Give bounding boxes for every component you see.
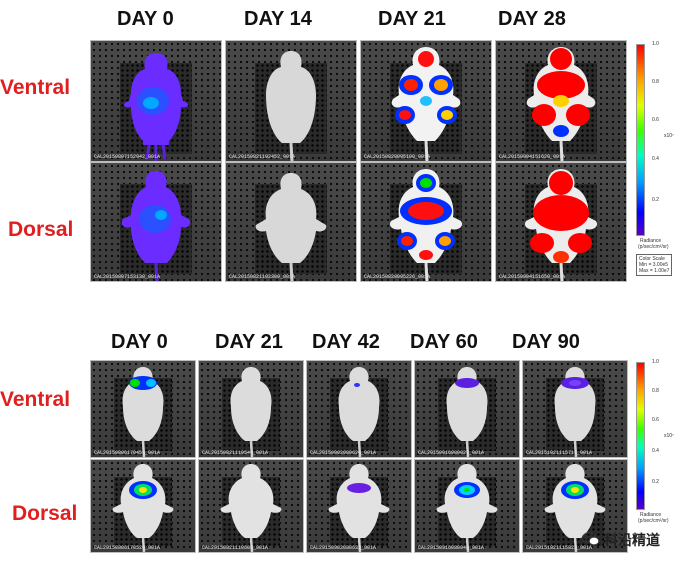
bottom-colorbar-tick-1: 0.8 <box>652 388 659 394</box>
bottom-colorbar-tick-3: 0.4 <box>652 448 659 454</box>
bottom-ventral-panel-day42: CAL20150902080624_001A <box>306 360 412 458</box>
top-dorsal-caption-0: CAL20150807153138_001A <box>94 274 161 280</box>
top-dorsal-caption-1: CAL20150821102309_001A <box>229 274 296 280</box>
top-ventral-caption-0: CAL20150807152942_001A <box>94 154 161 160</box>
top-day-label-1: DAY 14 <box>244 8 312 30</box>
bottom-colorbar-exp: x10⁷ <box>664 433 674 439</box>
bottom-colorbar <box>636 362 645 510</box>
bottom-dorsal-panel-day90: CAL20151021115822_001A <box>522 459 628 553</box>
top-color-scale-title: Color Scale <box>639 256 665 262</box>
bottom-ventral-panel-day21: CAL20150821110549_001A <box>198 360 304 458</box>
bottom-ventral-caption-2: CAL20150902080624_001A <box>310 450 377 456</box>
top-color-scale-max: Max = 1.00e7 <box>639 268 670 274</box>
top-ventral-caption-2: CAL20150828095108_001A <box>364 154 431 160</box>
watermark-text: 科沿精道 <box>604 532 660 548</box>
bottom-day-label-4: DAY 90 <box>512 331 580 353</box>
bottom-day-label-1: DAY 21 <box>215 331 283 353</box>
bottom-day-label-3: DAY 60 <box>410 331 478 353</box>
bottom-colorbar-unit: (p/sec/cm²/sr) <box>638 518 669 524</box>
top-colorbar-exp: x10⁷ <box>664 133 674 139</box>
bottom-ventral-caption-3: CAL20150916080027_001A <box>418 450 485 456</box>
top-row-label-ventral: Ventral <box>0 76 71 99</box>
top-ventral-panel-day14: CAL20150821102452_001A <box>225 40 357 162</box>
bottom-dorsal-panel-day21: CAL20150821110600_001A <box>198 459 304 553</box>
bottom-dorsal-caption-1: CAL20150821110600_001A <box>202 545 269 551</box>
top-colorbar-tick-3: 0.4 <box>652 156 659 162</box>
top-dorsal-panel-day28: CAL20150904151650_001A <box>495 162 627 282</box>
top-ventral-caption-3: CAL20150904151628_001A <box>499 154 566 160</box>
top-colorbar-tick-0: 1.0 <box>652 41 659 47</box>
bottom-day-label-2: DAY 42 <box>312 331 380 353</box>
top-day-label-0: DAY 0 <box>117 8 174 30</box>
top-colorbar <box>636 44 645 236</box>
bottom-dorsal-panel-day60: CAL20150916080040_001A <box>414 459 520 553</box>
top-colorbar-tick-1: 0.8 <box>652 79 659 85</box>
bottom-row-label-dorsal: Dorsal <box>12 502 78 525</box>
top-colorbar-tick-2: 0.6 <box>652 117 659 123</box>
top-color-scale-box: Color Scale Min = 3.00e5 Max = 1.00e7 <box>636 254 673 276</box>
bottom-colorbar-tick-0: 1.0 <box>652 359 659 365</box>
bottom-ventral-panel-day60: CAL20150916080027_001A <box>414 360 520 458</box>
wechat-icon <box>582 532 600 546</box>
bottom-colorbar-unit-title: Radiance <box>640 512 662 518</box>
top-color-scale-min: Min = 3.00e5 <box>639 262 669 268</box>
bottom-ventral-caption-1: CAL20150821110549_001A <box>202 450 269 456</box>
bottom-dorsal-caption-3: CAL20150916080040_001A <box>418 545 485 551</box>
top-ventral-panel-day21: CAL20150828095108_001A <box>360 40 492 162</box>
bottom-dorsal-panel-day0: CAL20150806170520_001A <box>90 459 196 553</box>
top-colorbar-unit: (p/sec/cm²/sr) <box>638 244 669 250</box>
bottom-row-label-ventral: Ventral <box>0 388 71 411</box>
bottom-dorsal-caption-0: CAL20150806170520_001A <box>94 545 161 551</box>
top-dorsal-caption-3: CAL20150904151650_001A <box>499 274 566 280</box>
top-dorsal-panel-day14: CAL20150821102309_001A <box>225 162 357 282</box>
bottom-ventral-caption-4: CAL20151021115717_001A <box>526 450 593 456</box>
bottom-ventral-panel-day0: CAL20150806170453_001A <box>90 360 196 458</box>
top-ventral-panel-day28: CAL20150904151628_001A <box>495 40 627 162</box>
top-dorsal-panel-day0: CAL20150807153138_001A <box>90 162 222 282</box>
bottom-ventral-panel-day90: CAL20151021115717_001A <box>522 360 628 458</box>
top-ventral-panel-day0: CAL20150807152942_001A <box>90 40 222 162</box>
top-day-label-3: DAY 28 <box>498 8 566 30</box>
top-ventral-caption-1: CAL20150821102452_001A <box>229 154 296 160</box>
bottom-day-label-0: DAY 0 <box>111 331 168 353</box>
top-colorbar-unit-title: Radiance <box>640 238 662 244</box>
bottom-colorbar-tick-2: 0.6 <box>652 417 659 423</box>
bottom-colorbar-tick-4: 0.2 <box>652 479 659 485</box>
bottom-dorsal-caption-2: CAL20150902080632_001A <box>310 545 377 551</box>
top-row-label-dorsal: Dorsal <box>8 218 74 241</box>
top-dorsal-caption-2: CAL20150828095226_001A <box>364 274 431 280</box>
bottom-ventral-caption-0: CAL20150806170453_001A <box>94 450 161 456</box>
bottom-dorsal-panel-day42: CAL20150902080632_001A <box>306 459 412 553</box>
top-colorbar-tick-4: 0.2 <box>652 197 659 203</box>
top-dorsal-panel-day21: CAL20150828095226_001A <box>360 162 492 282</box>
bottom-dorsal-caption-4: CAL20151021115822_001A <box>526 545 593 551</box>
top-day-label-2: DAY 21 <box>378 8 446 30</box>
